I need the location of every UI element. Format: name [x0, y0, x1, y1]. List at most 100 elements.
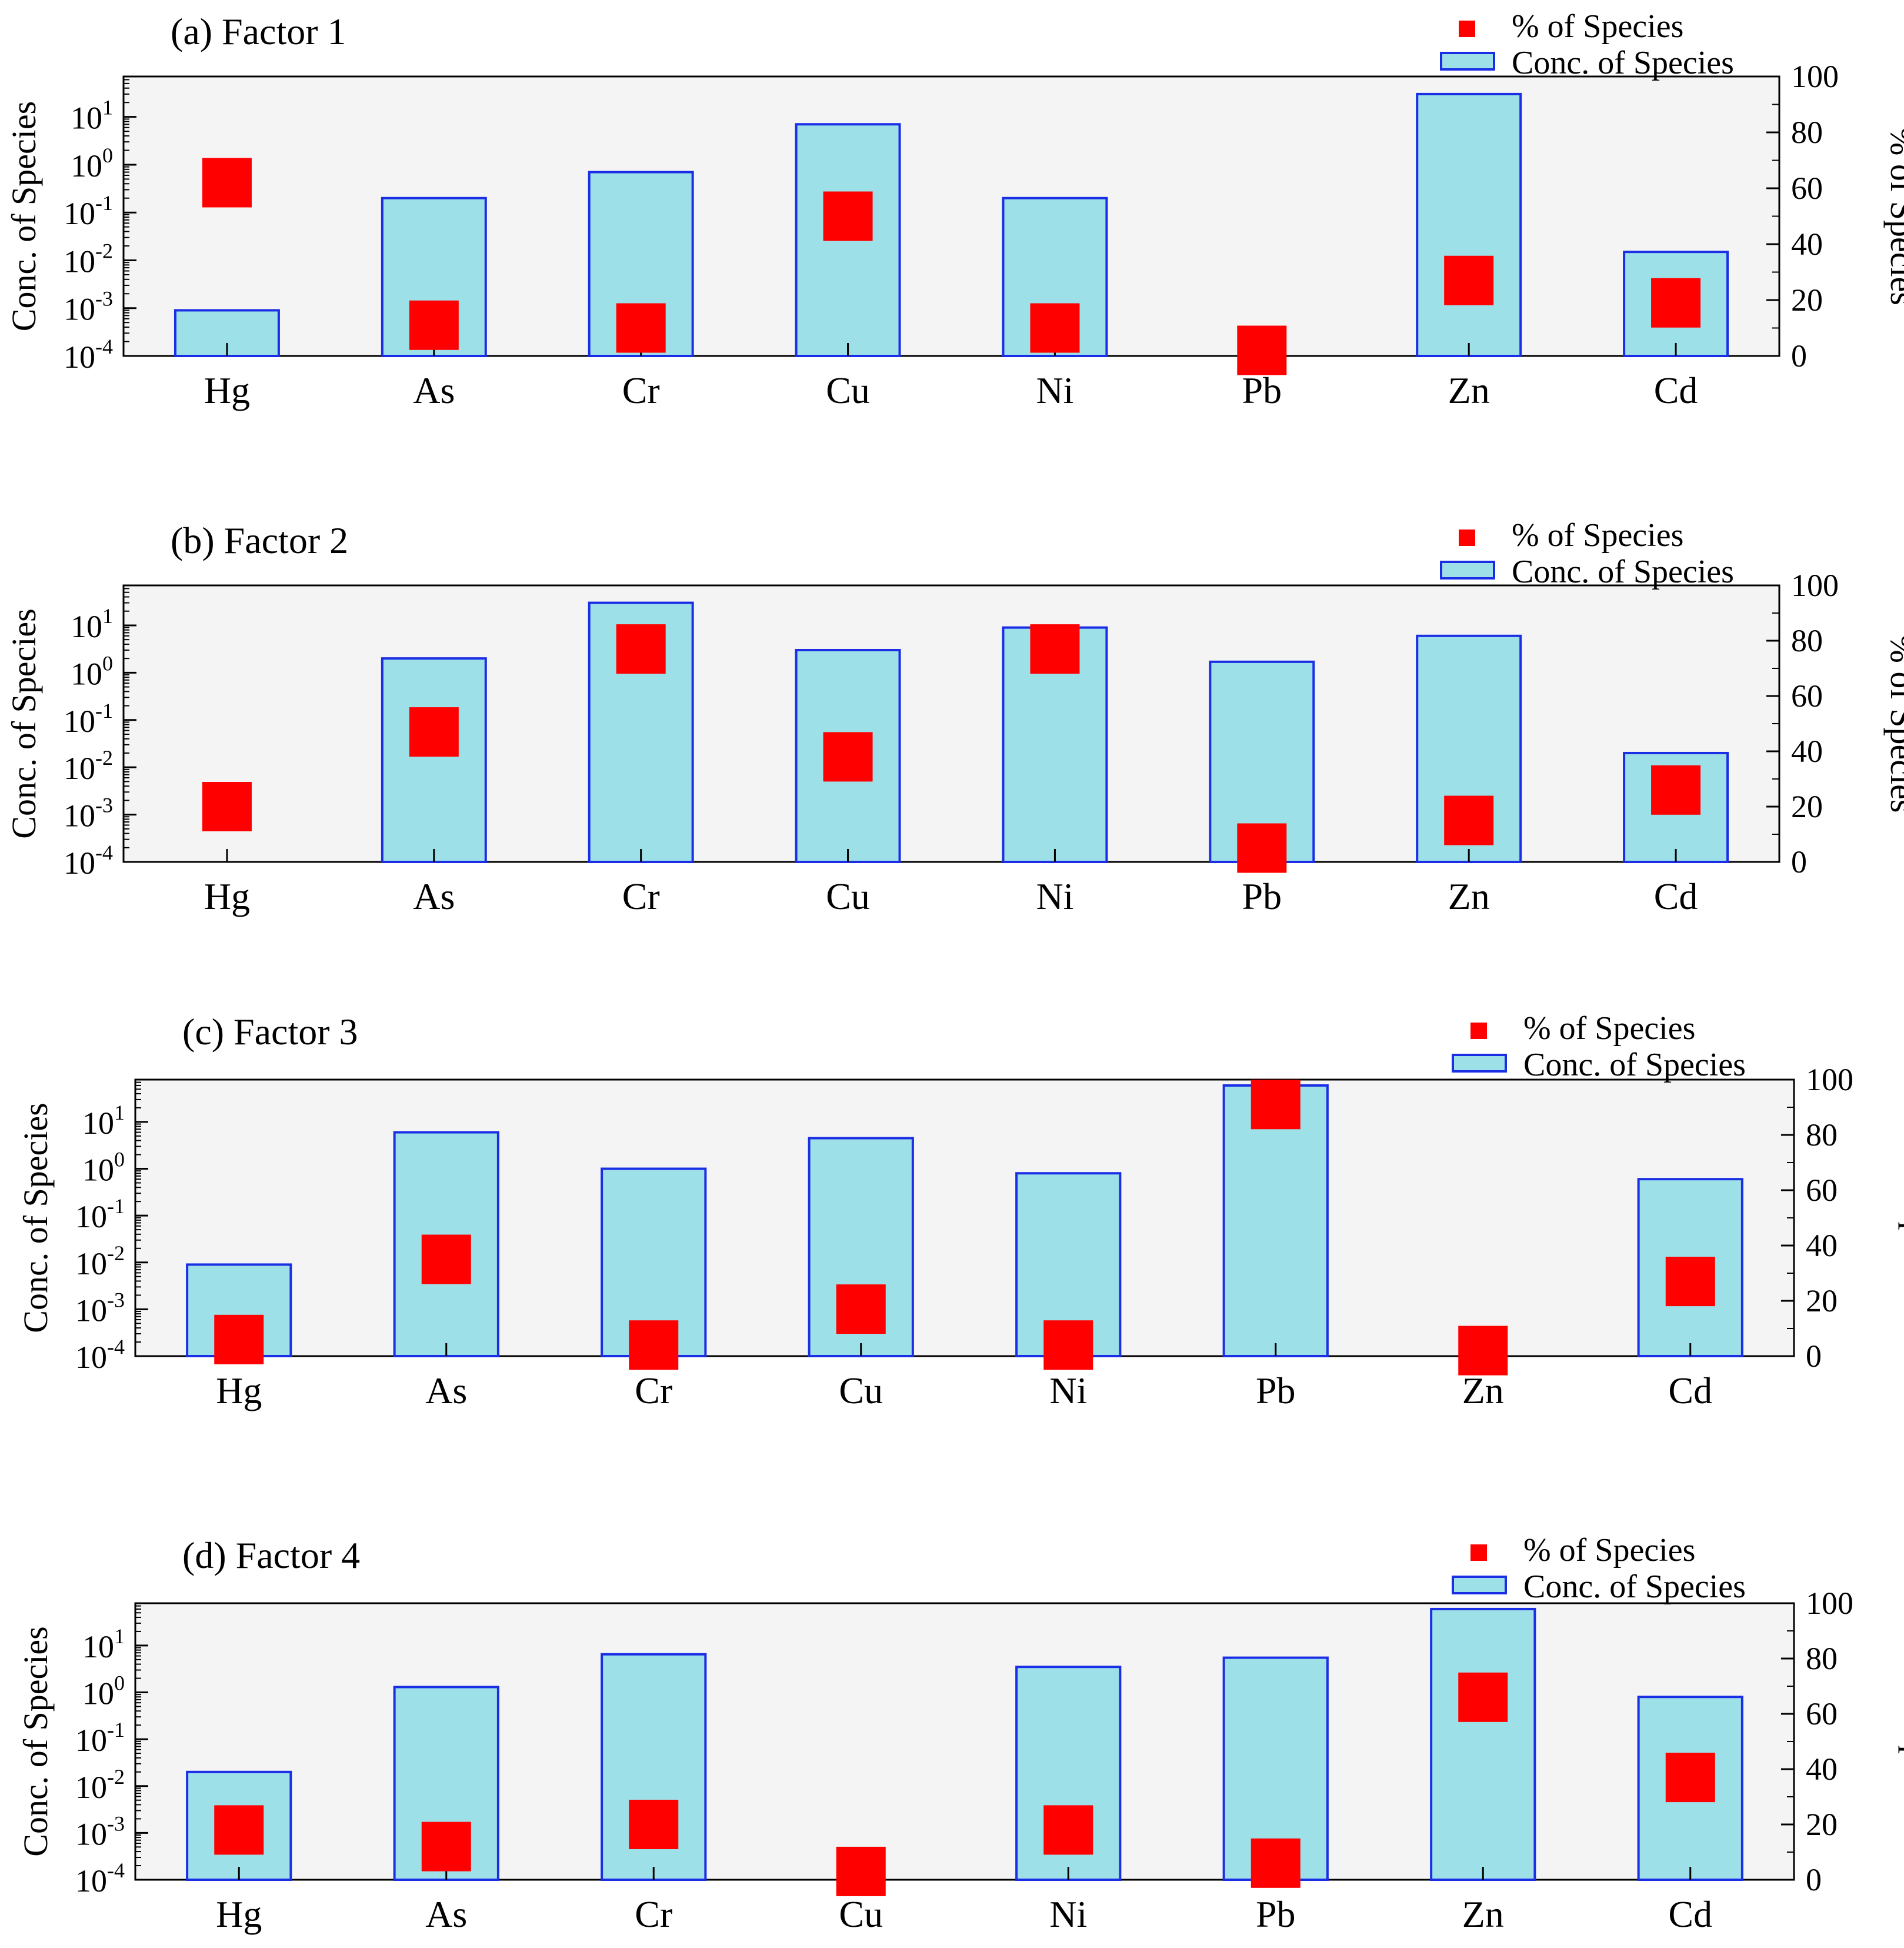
x-tick-label-Cr: Cr [635, 1893, 672, 1935]
y2-tick-label: 20 [1791, 282, 1823, 318]
pct-marker-Cu [836, 1846, 886, 1896]
y-tick-label: 10-3 [75, 1812, 125, 1852]
y2-tick-label: 0 [1791, 338, 1807, 374]
y2-tick-label: 40 [1806, 1751, 1838, 1787]
pct-marker-As [409, 707, 459, 757]
x-tick-label-Ni: Ni [1036, 369, 1073, 411]
y2-tick-label: 20 [1806, 1283, 1838, 1318]
y2-axis-label: % of Species [1883, 635, 1904, 813]
x-tick-label-Cr: Cr [622, 875, 660, 917]
y2-tick-label: 60 [1791, 171, 1823, 206]
y-tick-label: 10-2 [64, 239, 113, 279]
y2-tick-label: 0 [1806, 1338, 1822, 1374]
pct-marker-As [421, 1822, 471, 1872]
pct-marker-Ni [1030, 303, 1080, 353]
pct-marker-Pb [1237, 325, 1287, 375]
y2-tick-label: 60 [1806, 1173, 1838, 1208]
legend-pct-label: % of Species [1512, 8, 1683, 45]
pct-marker-Cu [823, 732, 873, 782]
y-tick-label: 101 [71, 604, 113, 644]
y2-tick-label: 40 [1791, 227, 1823, 262]
y-tick-label: 100 [71, 144, 113, 184]
y2-tick-label: 60 [1806, 1696, 1838, 1731]
y-tick-label: 10-4 [75, 1335, 125, 1375]
x-tick-label-Cd: Cd [1668, 1370, 1712, 1411]
pct-marker-Hg [214, 1314, 264, 1364]
y2-tick-label: 60 [1791, 678, 1823, 714]
x-tick-label-Hg: Hg [204, 369, 250, 411]
conc-bar-Zn [1416, 92, 1522, 358]
x-tick-label-Hg: Hg [216, 1893, 262, 1935]
y2-tick-label: 80 [1791, 623, 1823, 658]
x-tick-label-Zn: Zn [1462, 1893, 1504, 1935]
legend-conc-swatch [1452, 1576, 1507, 1594]
legend-conc-swatch [1440, 52, 1495, 71]
chart-title: (d) Factor 4 [182, 1534, 360, 1576]
pct-marker-Zn [1458, 1672, 1508, 1722]
pct-marker-Pb [1251, 1838, 1301, 1888]
pct-marker-Hg [214, 1805, 264, 1855]
pct-marker-Cd [1665, 1753, 1715, 1803]
y-tick-label: 10-1 [75, 1718, 125, 1758]
y-tick-label: 10-3 [75, 1288, 125, 1328]
x-tick-label-Ni: Ni [1036, 875, 1073, 917]
y-tick-label: 10-1 [64, 191, 113, 231]
pct-marker-Zn [1444, 795, 1494, 845]
plot-area [134, 1078, 1795, 1357]
x-tick-label-Cd: Cd [1654, 875, 1698, 917]
conc-bar-Zn [1430, 1607, 1536, 1881]
pct-marker-Pb [1237, 823, 1287, 873]
pct-marker-Cr [629, 1800, 679, 1849]
x-tick-label-As: As [425, 1370, 467, 1411]
y2-tick-label: 100 [1806, 1062, 1853, 1097]
pct-marker-Zn [1444, 255, 1494, 305]
x-tick-label-Pb: Pb [1256, 1893, 1296, 1935]
y-tick-label: 10-1 [64, 699, 113, 739]
legend-pct-label: % of Species [1523, 1532, 1695, 1569]
y2-tick-label: 40 [1806, 1228, 1838, 1263]
legend-conc-label: Conc. of Species [1523, 1047, 1746, 1083]
x-tick-label-Zn: Zn [1448, 369, 1490, 411]
y-tick-label: 100 [71, 651, 113, 691]
legend-conc-label: Conc. of Species [1512, 45, 1734, 81]
x-tick-label-Hg: Hg [204, 875, 250, 917]
y2-tick-label: 0 [1806, 1862, 1822, 1897]
y-tick-label: 10-3 [64, 794, 113, 834]
x-tick-label-Cd: Cd [1668, 1893, 1712, 1935]
x-tick-label-Hg: Hg [216, 1370, 262, 1411]
y-tick-label: 101 [71, 96, 113, 136]
y-tick-label: 101 [82, 1624, 125, 1664]
y-tick-label: 10-1 [75, 1194, 125, 1234]
x-tick-label-Ni: Ni [1049, 1893, 1087, 1935]
x-tick-label-Pb: Pb [1256, 1370, 1296, 1411]
pct-marker-Zn [1458, 1326, 1508, 1376]
legend-pct-marker [1459, 530, 1475, 546]
legend-conc-label: Conc. of Species [1523, 1569, 1746, 1605]
y2-tick-label: 0 [1791, 844, 1807, 880]
y-tick-label: 10-2 [75, 1241, 125, 1281]
x-tick-label-Pb: Pb [1242, 875, 1282, 917]
x-tick-label-Zn: Zn [1448, 875, 1490, 917]
y-tick-label: 10-4 [75, 1859, 125, 1899]
y2-tick-label: 80 [1791, 115, 1823, 150]
pct-marker-Ni [1043, 1320, 1093, 1370]
y-tick-label: 10-3 [64, 287, 113, 327]
x-tick-label-Cr: Cr [622, 369, 660, 411]
chart-title: (a) Factor 1 [171, 11, 346, 52]
pct-marker-Cr [616, 624, 666, 674]
y2-tick-label: 100 [1806, 1586, 1853, 1621]
legend-pct-marker [1459, 21, 1475, 37]
legend-pct-label: % of Species [1512, 517, 1683, 554]
y2-axis-label: % of Species [1898, 1129, 1904, 1307]
pct-marker-Cd [1651, 278, 1701, 328]
y-tick-label: 10-4 [64, 335, 113, 375]
y-axis-label: Conc. of Species [5, 101, 43, 331]
x-tick-label-Cd: Cd [1654, 369, 1698, 411]
y2-tick-label: 20 [1806, 1807, 1838, 1842]
y2-axis-label: % of Species [1883, 127, 1904, 305]
